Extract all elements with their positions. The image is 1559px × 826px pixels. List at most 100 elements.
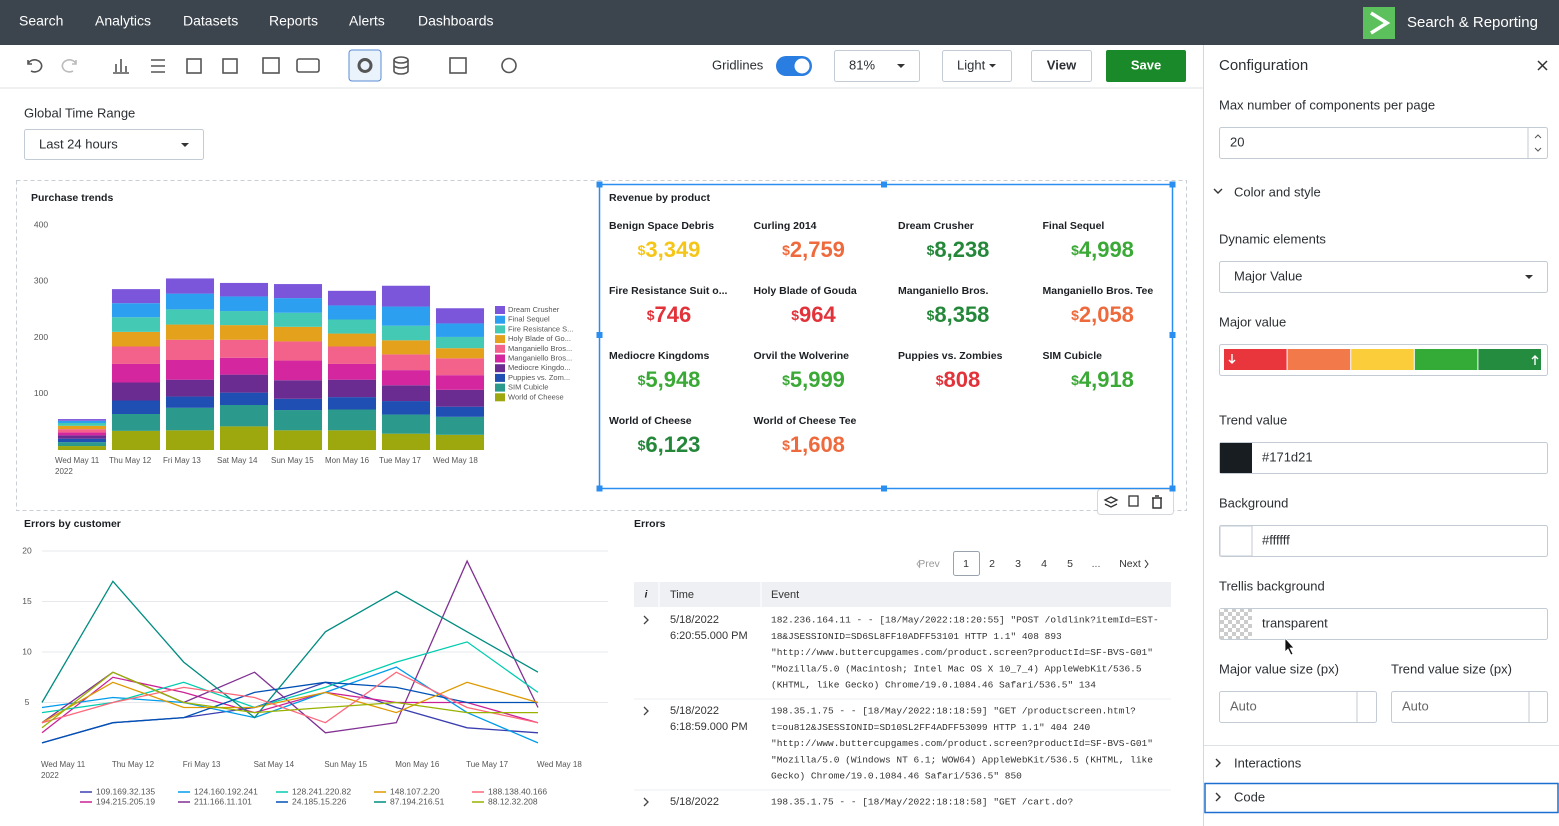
event-line: "Mozilla/5.0 (Windows NT 6.1; WOW64) App… bbox=[771, 754, 1153, 765]
nav-item[interactable]: Search bbox=[19, 13, 63, 29]
canvas-outline bbox=[16, 180, 1187, 511]
resize-handle[interactable] bbox=[1169, 485, 1176, 492]
bar-segment bbox=[111, 331, 161, 347]
number-input[interactable] bbox=[1391, 691, 1548, 723]
bar-segment bbox=[435, 336, 485, 349]
major-value: $6,123 bbox=[638, 432, 701, 457]
resize-handle[interactable] bbox=[596, 332, 603, 338]
undo-icon[interactable] bbox=[27, 59, 43, 73]
bar-segment bbox=[327, 409, 377, 431]
expand-chevron[interactable] bbox=[643, 797, 649, 807]
resize-handle[interactable] bbox=[1169, 332, 1176, 338]
layer-icon[interactable] bbox=[1103, 496, 1119, 508]
section-header[interactable]: Color and style bbox=[1234, 184, 1321, 199]
amount: 2,759 bbox=[790, 237, 845, 262]
event-line: 18&JSESSIONID=SD6SL8FF10ADFF53101 HTTP 1… bbox=[771, 631, 1062, 642]
x-tick-label: Sat May 14 bbox=[254, 760, 295, 769]
resize-handle[interactable] bbox=[881, 485, 887, 492]
x-tick-label: Wed May 18 bbox=[537, 760, 582, 769]
legend-label: 148.107.2.20 bbox=[390, 786, 440, 796]
theme-select[interactable] bbox=[942, 50, 1012, 82]
bar-segment bbox=[57, 420, 107, 423]
spinner[interactable] bbox=[1356, 692, 1530, 722]
current-page[interactable] bbox=[953, 551, 980, 576]
view-button[interactable] bbox=[1031, 50, 1092, 82]
close-icon[interactable] bbox=[1537, 60, 1548, 71]
color-input[interactable] bbox=[1219, 442, 1548, 474]
bar-segment bbox=[435, 389, 485, 407]
clone-icon[interactable] bbox=[1128, 495, 1139, 507]
column-header[interactable]: Event bbox=[771, 589, 799, 601]
page-number[interactable]: 2 bbox=[989, 558, 995, 570]
image-icon[interactable] bbox=[262, 57, 280, 74]
next-page[interactable]: Next bbox=[1119, 558, 1141, 570]
nav-item[interactable]: Datasets bbox=[183, 13, 238, 29]
time-range-select[interactable] bbox=[24, 129, 204, 160]
field-label: Dynamic elements bbox=[1219, 231, 1326, 246]
number-input[interactable] bbox=[1219, 127, 1548, 159]
expand-chevron[interactable] bbox=[643, 706, 649, 716]
bar-segment bbox=[219, 339, 269, 358]
bar-segment bbox=[111, 346, 161, 364]
legend-label: Manganiello Bros... bbox=[508, 353, 572, 362]
select[interactable] bbox=[1219, 261, 1548, 293]
color-stop[interactable] bbox=[1287, 349, 1351, 370]
color-stop[interactable] bbox=[1224, 349, 1287, 370]
color-swatch[interactable] bbox=[1219, 525, 1253, 557]
y-tick-label: 15 bbox=[22, 596, 32, 606]
color-stop[interactable] bbox=[1478, 349, 1541, 370]
resize-handle[interactable] bbox=[596, 181, 603, 188]
section-header[interactable]: Interactions bbox=[1234, 755, 1302, 770]
input-icon[interactable] bbox=[151, 59, 165, 73]
zoom-select[interactable] bbox=[834, 50, 920, 82]
redo-icon[interactable] bbox=[61, 59, 77, 73]
legend-swatch bbox=[495, 373, 505, 382]
page-number[interactable]: 1 bbox=[963, 558, 969, 570]
bar-segment bbox=[57, 438, 107, 443]
page-number[interactable]: 4 bbox=[1041, 558, 1047, 570]
currency: $ bbox=[936, 372, 944, 388]
up-arrow bbox=[1531, 355, 1539, 365]
bar-segment bbox=[219, 296, 269, 312]
chart-title: Purchase trends bbox=[31, 192, 113, 204]
shape-icon[interactable] bbox=[222, 58, 238, 74]
nav-bar bbox=[0, 0, 1559, 45]
save-button[interactable] bbox=[1106, 50, 1186, 82]
chart-icon[interactable] bbox=[113, 59, 129, 74]
nav-item[interactable]: Alerts bbox=[349, 13, 385, 29]
section-header[interactable]: Code bbox=[1234, 789, 1265, 804]
page-number[interactable]: 5 bbox=[1067, 558, 1073, 570]
help-icon[interactable] bbox=[501, 57, 517, 74]
color-stop[interactable] bbox=[1351, 349, 1414, 370]
expand-chevron[interactable] bbox=[643, 615, 649, 625]
field-label: Trend value size (px) bbox=[1391, 661, 1512, 676]
page-number[interactable]: 3 bbox=[1015, 558, 1021, 570]
major-value: $4,998 bbox=[1071, 237, 1134, 262]
bar-segment bbox=[111, 303, 161, 318]
resize-handle[interactable] bbox=[596, 485, 603, 492]
bar-segment bbox=[165, 339, 215, 360]
column-header[interactable]: Time bbox=[670, 589, 694, 601]
color-swatch[interactable] bbox=[1220, 609, 1252, 639]
settings-button[interactable] bbox=[348, 49, 382, 82]
bar-segment bbox=[111, 382, 161, 401]
nav-item[interactable]: Reports bbox=[269, 13, 318, 29]
number-input[interactable] bbox=[1219, 691, 1377, 723]
color-stop[interactable] bbox=[1414, 349, 1478, 370]
revenue-panel[interactable] bbox=[598, 183, 1174, 490]
table-header bbox=[634, 582, 1171, 607]
color-input[interactable] bbox=[1219, 608, 1548, 640]
bar-segment bbox=[381, 306, 431, 326]
delete-icon[interactable] bbox=[1152, 495, 1162, 509]
resize-handle[interactable] bbox=[881, 181, 887, 188]
nav-item[interactable]: Dashboards bbox=[418, 13, 494, 29]
layout-icon[interactable] bbox=[186, 58, 202, 74]
markdown-icon[interactable] bbox=[296, 58, 320, 73]
color-swatch[interactable] bbox=[1220, 443, 1252, 473]
bar-segment bbox=[381, 433, 431, 450]
prev-page[interactable]: Prev bbox=[918, 558, 940, 570]
resize-handle[interactable] bbox=[1169, 181, 1176, 188]
nav-item[interactable]: Analytics bbox=[95, 13, 151, 29]
line bbox=[41, 681, 538, 744]
source-icon[interactable] bbox=[449, 57, 467, 74]
